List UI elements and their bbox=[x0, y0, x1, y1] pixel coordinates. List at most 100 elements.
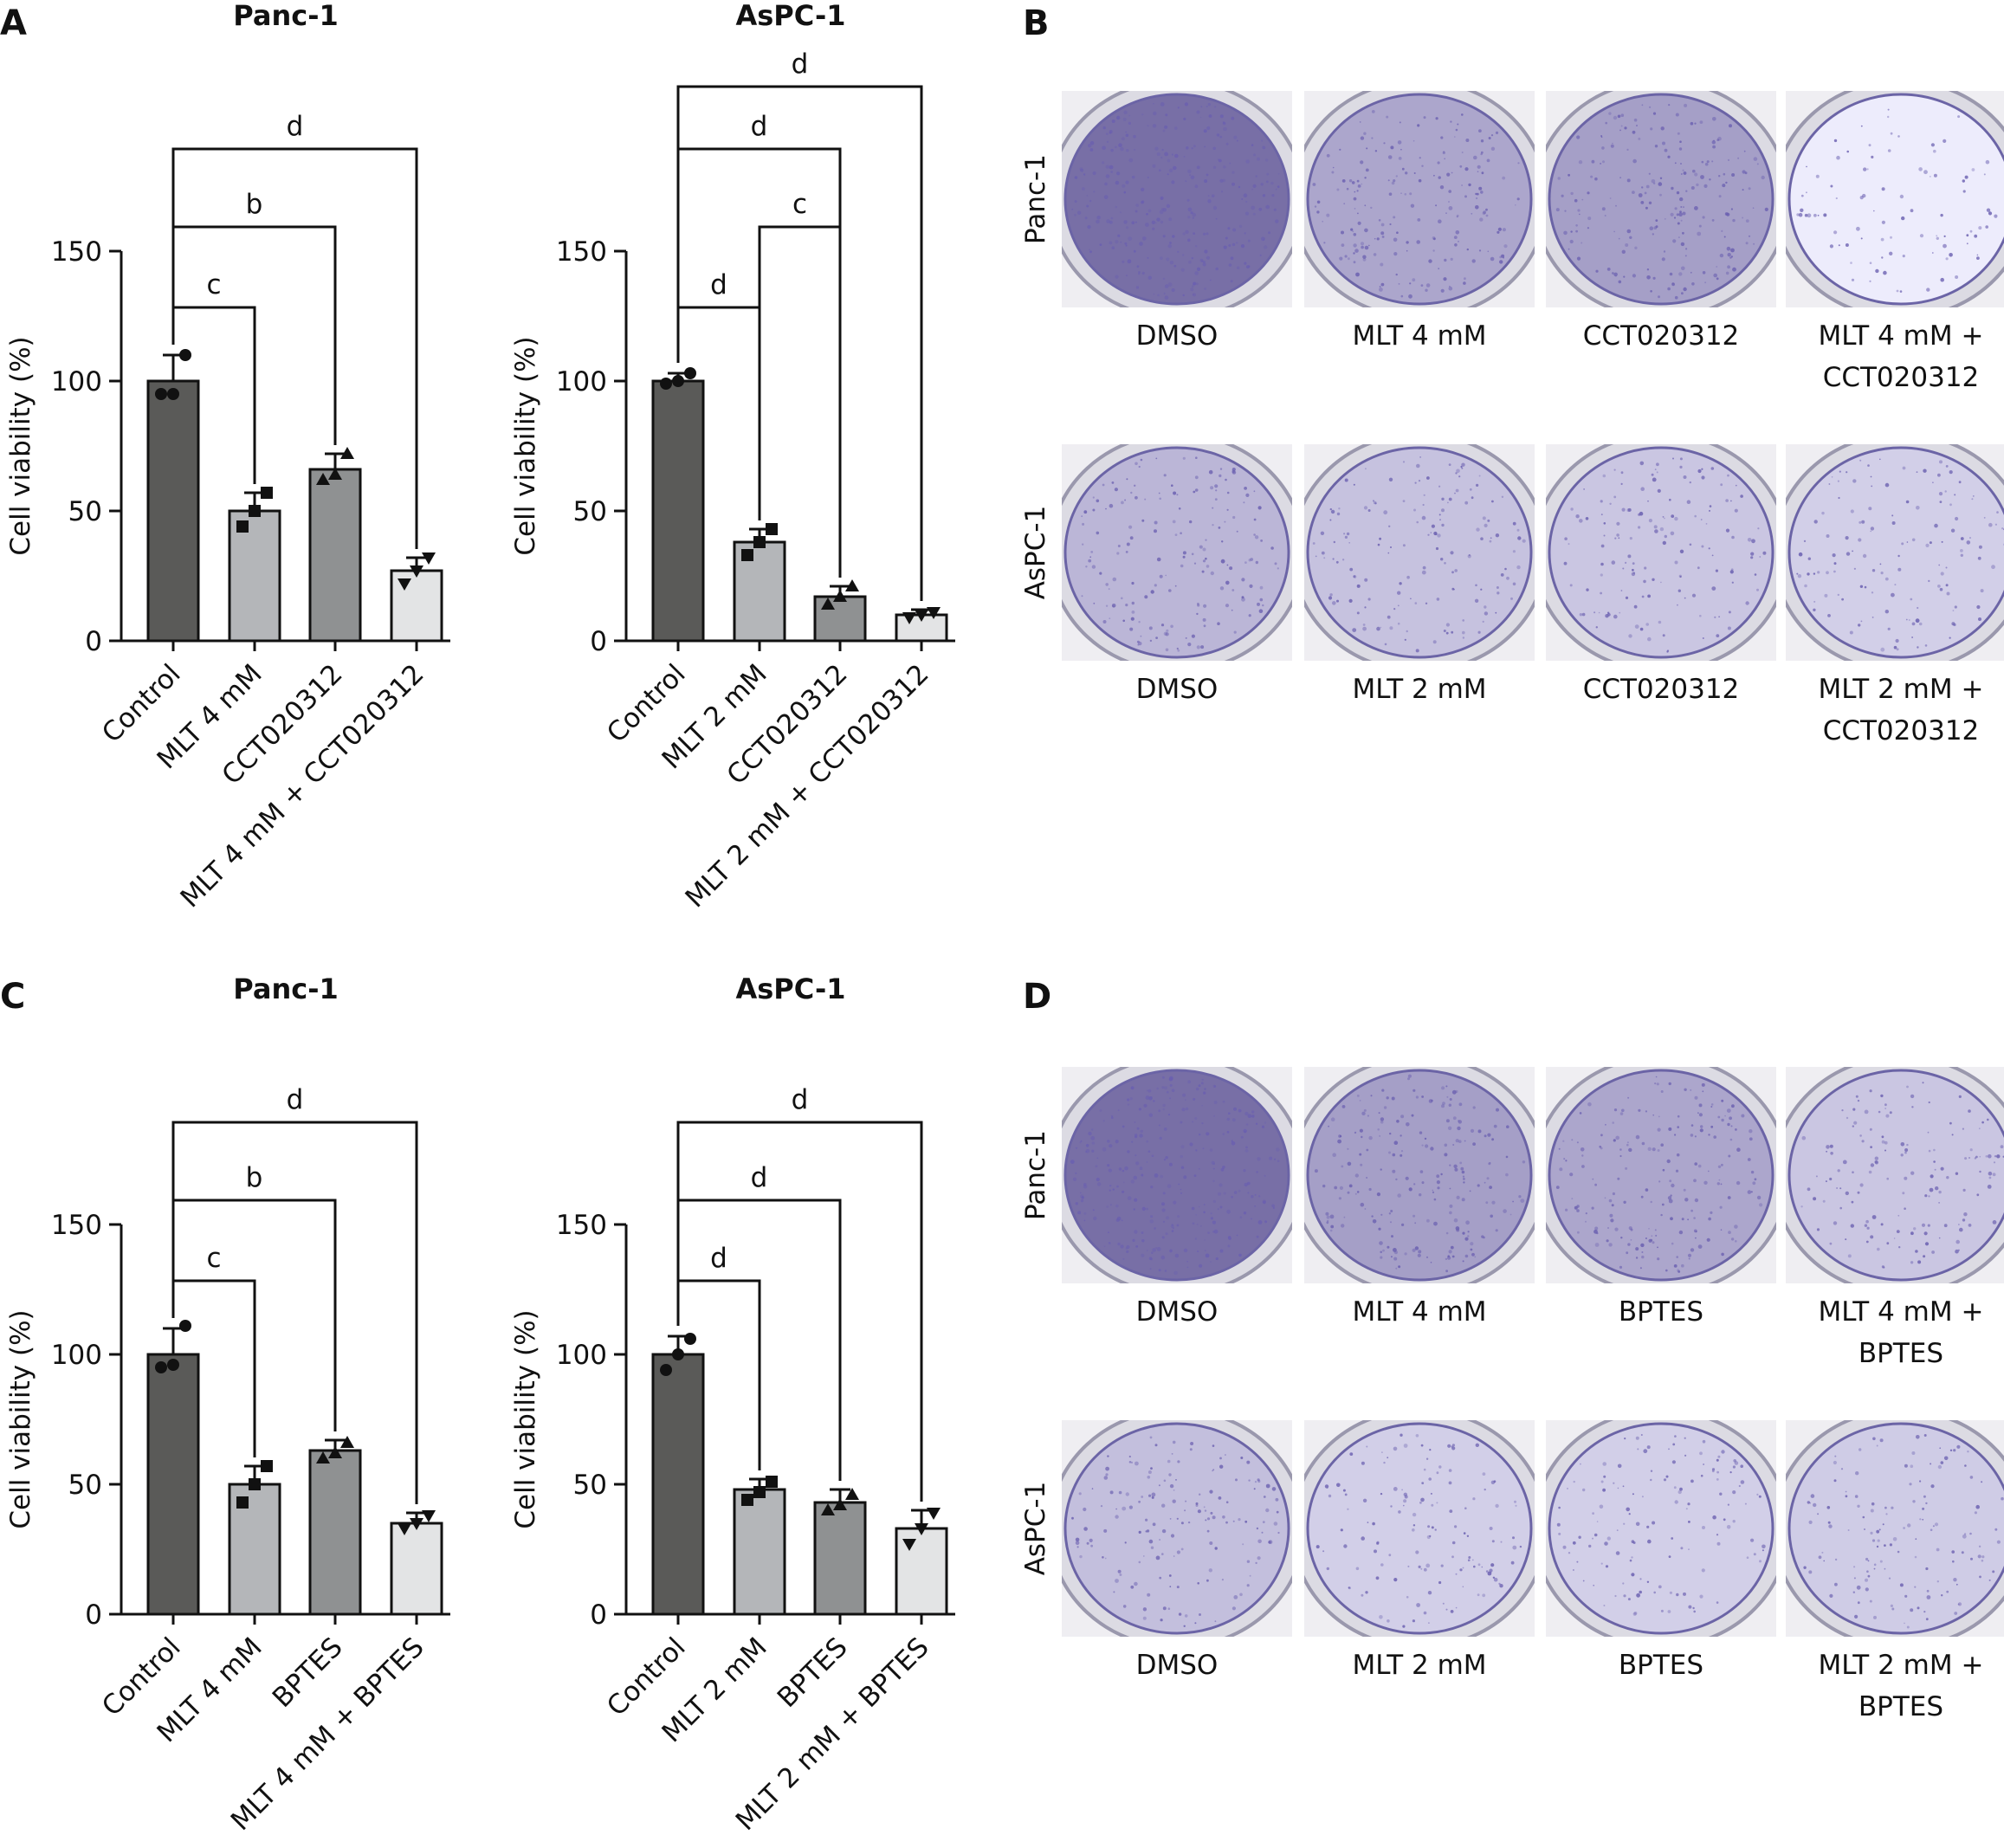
colony-dot bbox=[1915, 618, 1920, 624]
colony-dot bbox=[1738, 1484, 1741, 1488]
colony-dot bbox=[1903, 1527, 1905, 1529]
plate-well: MLT 2 mM bbox=[1304, 1420, 1535, 1681]
colony-dot bbox=[1164, 1086, 1167, 1090]
colony-dot bbox=[1845, 1495, 1848, 1498]
colony-dot bbox=[1709, 509, 1710, 512]
colony-dot bbox=[1955, 1249, 1959, 1254]
colony-dot bbox=[1449, 1204, 1453, 1208]
colony-dot bbox=[1930, 1463, 1932, 1465]
plate-well: CCT020312 bbox=[1546, 444, 1776, 705]
colony-dot bbox=[1923, 1255, 1926, 1258]
colony-dot bbox=[1117, 1109, 1120, 1112]
colony-dot bbox=[1518, 1195, 1522, 1199]
colony-dot bbox=[1813, 1197, 1817, 1201]
colony-dot bbox=[1933, 1148, 1936, 1152]
plate-dish bbox=[1306, 446, 1533, 659]
colony-dot bbox=[1075, 1147, 1078, 1149]
colony-dot bbox=[1241, 578, 1245, 582]
colony-dot bbox=[1605, 121, 1607, 125]
colony-dot bbox=[1660, 581, 1662, 584]
colony-dot bbox=[1555, 1186, 1560, 1189]
colony-dot bbox=[1664, 517, 1665, 520]
colony-dot bbox=[1448, 1469, 1452, 1472]
colony-dot bbox=[1853, 567, 1856, 570]
colony-dot bbox=[1330, 1117, 1335, 1121]
significance-label: d bbox=[287, 111, 304, 142]
colony-dot bbox=[1727, 626, 1731, 630]
colony-dot bbox=[1090, 1128, 1094, 1131]
colony-dot bbox=[1171, 153, 1173, 156]
colony-dot bbox=[1109, 1185, 1112, 1187]
colony-dot bbox=[1259, 585, 1264, 590]
colony-dot bbox=[1630, 1228, 1633, 1231]
colony-dot bbox=[1853, 1121, 1858, 1125]
colony-dot bbox=[1726, 246, 1731, 251]
colony-dot bbox=[1231, 1118, 1236, 1122]
colony-dot bbox=[1448, 206, 1453, 210]
colony-dot bbox=[1444, 562, 1446, 565]
colony-dot bbox=[1221, 191, 1224, 193]
plate-content bbox=[1786, 1067, 2004, 1283]
colony-dot bbox=[1662, 1168, 1665, 1172]
colony-dot bbox=[1131, 611, 1135, 614]
colony-dot bbox=[1702, 1090, 1704, 1093]
colony-dot bbox=[1388, 1554, 1392, 1557]
colony-dot bbox=[1464, 277, 1466, 281]
colony-dot bbox=[1721, 1099, 1724, 1102]
colony-dot bbox=[1680, 242, 1685, 247]
colony-dot bbox=[1196, 110, 1200, 114]
colony-dot bbox=[1251, 1115, 1255, 1118]
colony-dot bbox=[1204, 145, 1206, 148]
colony-dot bbox=[1601, 146, 1605, 150]
colony-dot bbox=[1116, 1185, 1119, 1188]
colony-dot bbox=[1240, 1457, 1244, 1459]
colony-dot bbox=[1321, 551, 1325, 555]
colony-dot bbox=[1857, 1601, 1860, 1605]
colony-dot bbox=[1757, 527, 1760, 530]
data-point bbox=[410, 565, 423, 578]
colony-dot bbox=[1402, 544, 1406, 547]
colony-dot bbox=[1714, 616, 1716, 618]
colony-dot bbox=[1807, 557, 1811, 560]
colony-dot bbox=[1470, 1248, 1473, 1251]
colony-dot bbox=[1273, 208, 1277, 211]
colony-dot bbox=[1480, 151, 1484, 154]
colony-dot bbox=[1314, 205, 1317, 208]
colony-dot bbox=[1632, 1493, 1634, 1496]
colony-dot bbox=[1403, 1504, 1405, 1507]
colony-dot bbox=[1741, 1114, 1745, 1118]
colony-dot bbox=[1480, 152, 1483, 156]
colony-dot bbox=[1972, 495, 1975, 497]
colony-dot bbox=[1173, 1489, 1175, 1491]
colony-dot bbox=[1459, 1161, 1463, 1165]
colony-dot bbox=[1841, 598, 1844, 601]
colony-dot bbox=[1236, 139, 1238, 142]
colony-dot bbox=[1147, 176, 1149, 178]
colony-dot bbox=[1341, 179, 1346, 183]
colony-dot bbox=[1404, 1252, 1407, 1256]
colony-dot bbox=[1448, 497, 1452, 501]
colony-dot bbox=[1561, 194, 1564, 197]
colony-dot bbox=[1837, 480, 1839, 482]
colony-dot bbox=[1913, 1227, 1917, 1231]
colony-dot bbox=[1453, 1218, 1458, 1223]
data-point bbox=[328, 468, 342, 480]
colony-dot bbox=[1431, 1526, 1434, 1529]
colony-dot bbox=[1387, 1245, 1390, 1249]
colony-dot bbox=[1162, 235, 1166, 238]
colony-dot bbox=[1859, 585, 1864, 588]
colony-dot bbox=[1174, 126, 1178, 130]
colony-dot bbox=[1658, 1585, 1662, 1589]
colony-dot bbox=[1261, 139, 1264, 142]
colony-dot bbox=[1107, 1164, 1110, 1167]
colony-dot bbox=[1664, 218, 1666, 220]
colony-dot bbox=[1682, 169, 1684, 171]
colony-dot bbox=[1462, 1231, 1465, 1235]
colony-dot bbox=[1131, 601, 1135, 605]
bar-0 bbox=[651, 1353, 705, 1616]
colony-dot bbox=[1226, 1209, 1231, 1214]
colony-dot bbox=[1931, 252, 1934, 254]
colony-dot bbox=[1940, 213, 1943, 217]
colony-dot bbox=[1826, 1145, 1830, 1149]
colony-dot bbox=[1119, 1573, 1122, 1576]
